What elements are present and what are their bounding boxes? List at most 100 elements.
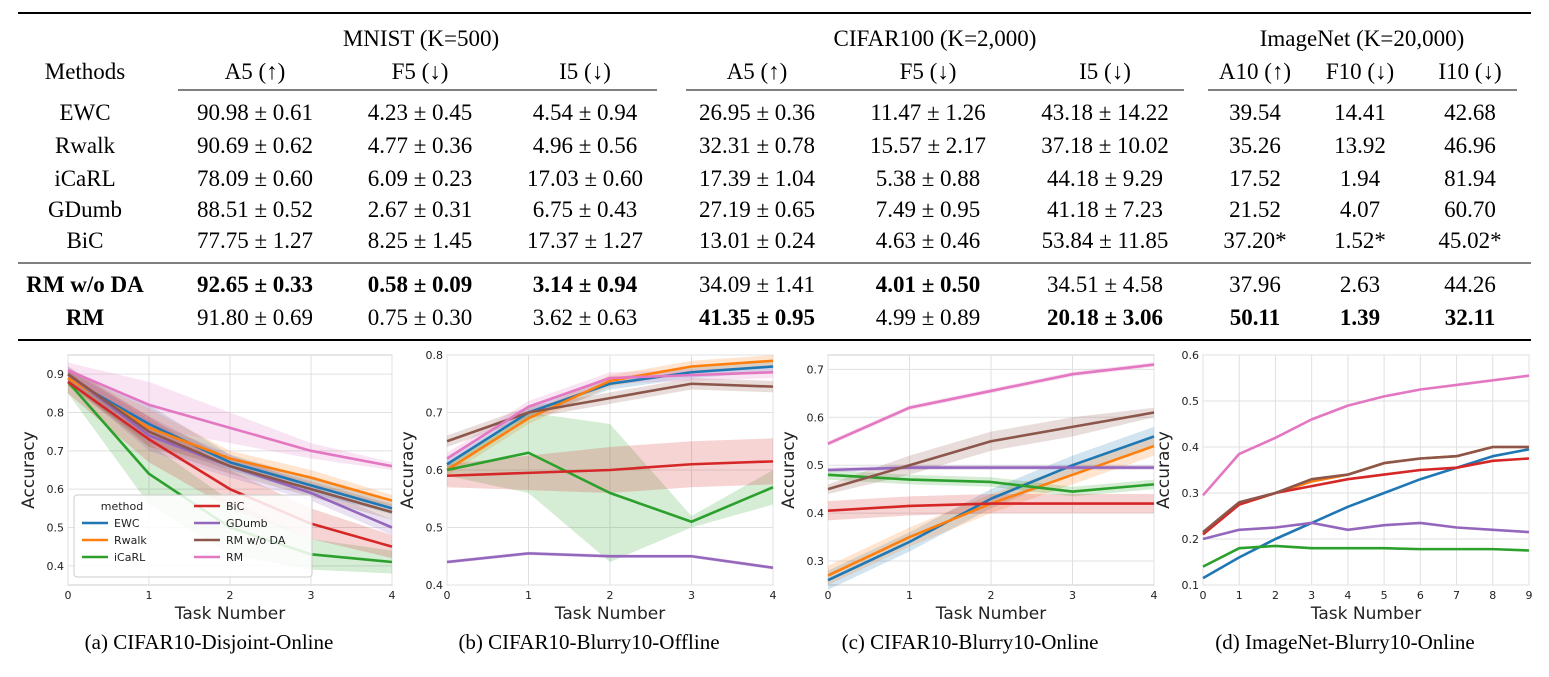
table-cell: 17.37 ± 1.27 — [527, 228, 643, 253]
table-cell: 8.25 ± 1.45 — [368, 228, 473, 253]
y-tick-label: 0.3 — [1182, 487, 1200, 500]
table-cell: 41.18 ± 7.23 — [1047, 197, 1163, 222]
x-tick-label: 9 — [1526, 589, 1533, 602]
x-axis-label: Task Number — [174, 604, 285, 624]
table-cell: 4.07 — [1340, 197, 1380, 222]
table-cell: 17.39 ± 1.04 — [699, 166, 816, 191]
table-cell: 60.70 — [1444, 197, 1496, 222]
x-tick-label: 2 — [1272, 589, 1279, 602]
y-tick-label: 0.2 — [1182, 533, 1200, 546]
series-line-gdumb — [1202, 521, 1530, 541]
table-cell: 5.38 ± 0.88 — [876, 166, 981, 191]
table-cell: 32.11 — [1445, 305, 1495, 330]
method-gdumb: GDumb — [48, 197, 122, 222]
table-cell: 4.54 ± 0.94 — [533, 100, 638, 125]
results-table: MNIST (K=500) A5 (↑) F5 (↓) I5 (↓) CIFAR100 … — [18, 12, 1531, 341]
x-tick-label: 5 — [1381, 589, 1388, 602]
band-rwalk — [68, 370, 392, 507]
table-cell: 91.80 ± 0.69 — [197, 305, 313, 330]
x-tick-label: 0 — [1200, 589, 1207, 602]
chart-imagenet-blurry10-online: 0 1 2 3 4 5 6 7 8 9 0.1 0.2 0.3 0.4 0.5 0.6 Task Number A… — [1153, 345, 1537, 625]
table-cell: 44.18 ± 9.29 — [1047, 166, 1163, 191]
series-line-ewc — [446, 365, 774, 466]
table-cell: 3.62 ± 0.63 — [533, 305, 638, 330]
band-rm-w-o-da — [828, 407, 1154, 494]
metric-header: A5 (↑) — [727, 59, 788, 84]
x-tick-label: 0 — [65, 589, 72, 602]
chart-cifar10-blurry10-offline: 0 1 2 3 4 0.4 0.5 0.6 0.7 0.8 Task Number Accuracy — [397, 345, 781, 625]
x-tick-label: 3 — [1308, 589, 1315, 602]
table-cell: 27.19 ± 0.65 — [699, 197, 815, 222]
y-tick-label: 0.6 — [47, 483, 65, 496]
series-line-icarl — [827, 473, 1155, 493]
metric-header: A10 (↑) — [1219, 59, 1291, 84]
x-tick-label: 3 — [1069, 589, 1076, 602]
series-line-bic — [446, 460, 774, 478]
table-cell: 34.51 ± 4.58 — [1047, 272, 1163, 297]
table-cell: 77.75 ± 1.27 — [197, 228, 313, 253]
table-cell: 81.94 — [1444, 166, 1496, 191]
table-cell: 37.18 ± 10.02 — [1041, 133, 1169, 158]
table-cell: 17.03 ± 0.60 — [527, 166, 643, 191]
x-axis-label: Task Number — [935, 604, 1046, 624]
legend-label-rm-w-o-da: RM w/o DA — [226, 534, 286, 547]
method-rm-w-o-da: RM w/o DA — [26, 272, 144, 297]
table-cell: 4.77 ± 0.36 — [368, 133, 473, 158]
y-tick-label: 0.5 — [47, 522, 65, 535]
x-axis-label: Task Number — [554, 604, 665, 624]
y-tick-label: 0.3 — [807, 555, 825, 568]
legend-label-rm: RM — [226, 551, 243, 564]
method-ewc: EWC — [59, 100, 110, 125]
y-tick-label: 0.4 — [1182, 441, 1200, 454]
caption-a: (a) CIFAR10-Disjoint-Online — [84, 630, 334, 654]
table-cell: 26.95 ± 0.36 — [699, 100, 815, 125]
table-cell: 6.75 ± 0.43 — [533, 197, 638, 222]
y-tick-label: 0.4 — [47, 560, 65, 573]
legend-title: method — [101, 500, 143, 513]
caption-d: (d) ImageNet-Blurry10-Online — [1215, 630, 1475, 654]
x-tick-label: 3 — [688, 589, 695, 602]
y-tick-label: 0.4 — [426, 579, 444, 592]
series-line-rm-w-o-da — [446, 382, 774, 443]
table-cell: 4.96 ± 0.56 — [533, 133, 638, 158]
x-tick-label: 2 — [988, 589, 995, 602]
method-rm: RM — [66, 305, 105, 330]
caption-b: (b) CIFAR10-Blurry10-Offline — [458, 630, 720, 654]
table-cell: 15.57 ± 2.17 — [870, 133, 986, 158]
table-cell: 0.58 ± 0.09 — [368, 272, 473, 297]
metric-header: I5 (↓) — [1079, 59, 1131, 84]
band-bic — [447, 438, 773, 493]
table-cell: 42.68 — [1444, 100, 1496, 125]
table-cell: 44.26 — [1444, 272, 1496, 297]
table-cell: 13.92 — [1334, 133, 1386, 158]
x-tick-label: 0 — [444, 589, 451, 602]
x-tick-label: 4 — [389, 589, 396, 602]
table-cell: 78.09 ± 0.60 — [197, 166, 313, 191]
y-tick-label: 0.8 — [47, 407, 65, 420]
table-cell: 39.54 — [1229, 100, 1281, 125]
table-cell: 13.01 ± 0.24 — [699, 228, 816, 253]
table-cell: 21.52 — [1229, 197, 1281, 222]
legend-label-bic: BiC — [226, 500, 245, 513]
table-cell: 50.11 — [1230, 305, 1280, 330]
series-line-rm-w-o-da — [67, 373, 393, 514]
band-rm — [447, 366, 773, 465]
x-tick-label: 2 — [227, 589, 234, 602]
band-bic — [828, 493, 1154, 521]
legend: method EWC Rwalk iCaRL BiC GDumb RM w/o DA RM — [73, 494, 313, 578]
caption-c: (c) CIFAR10-Blurry10-Online — [841, 630, 1099, 654]
metric-header: F5 (↓) — [900, 59, 957, 84]
y-tick-label: 0.7 — [47, 445, 65, 458]
series-line-gdumb — [446, 552, 774, 570]
table-cell: 46.96 — [1444, 133, 1496, 158]
chart-cifar10-disjoint-online: 0 1 2 3 4 0.4 0.5 0.6 0.7 0.8 0.9 Task Number Accura… — [18, 345, 400, 625]
table-cell: 32.31 ± 0.78 — [699, 133, 815, 158]
y-tick-label: 0.6 — [807, 411, 825, 424]
series-line-rwalk — [446, 359, 774, 472]
y-tick-label: 0.7 — [426, 407, 444, 420]
series-line-bic — [827, 502, 1154, 513]
series-line-icarl — [1202, 544, 1530, 568]
metric-header: I5 (↓) — [559, 59, 611, 84]
y-tick-label: 0.1 — [1182, 579, 1200, 592]
chart-svg-3: 0 1 2 3 4 5 6 7 8 9 0.1 0.2 0.3 0.4 0.5 0.6 Task Number A… — [1154, 349, 1533, 624]
